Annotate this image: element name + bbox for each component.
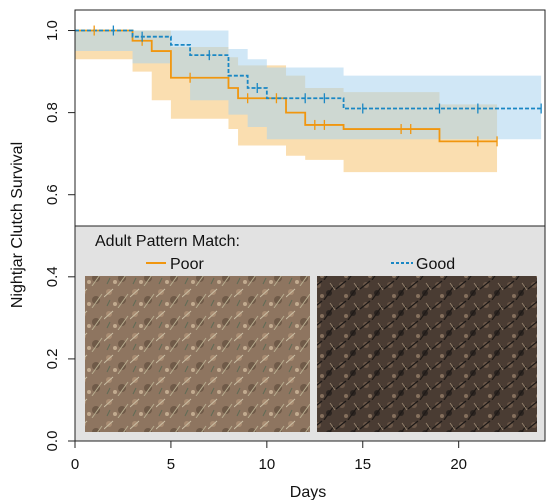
y-tick-label: 0.0 — [44, 431, 61, 452]
x-tick-label: 5 — [167, 456, 175, 473]
plot-frame — [74, 9, 546, 442]
censor-marks — [93, 25, 542, 147]
y-axis: 0.0 0.2 0.4 0.6 0.8 1.0 — [44, 20, 75, 451]
y-axis-label: Nightjar Clutch Survival — [9, 142, 26, 308]
legend: Adult Pattern Match: Poor Good — [95, 233, 455, 273]
x-tick-label: 20 — [450, 456, 467, 473]
legend-poor-label: Poor — [170, 256, 204, 273]
legend-title: Adult Pattern Match: — [95, 233, 240, 250]
y-tick-label: 0.4 — [44, 266, 61, 287]
ci-band-good — [75, 30, 542, 140]
confidence-bands — [75, 30, 542, 173]
y-tick-label: 0.2 — [44, 348, 61, 369]
y-tick-label: 0.8 — [44, 102, 61, 123]
good-match-nest-photo — [317, 276, 537, 432]
x-axis: 0 5 10 15 20 — [71, 441, 467, 473]
legend-good-label: Good — [416, 256, 455, 273]
y-tick-label: 0.6 — [44, 184, 61, 205]
x-tick-label: 15 — [354, 456, 371, 473]
y-tick-label: 1.0 — [44, 20, 61, 41]
survival-line-poor — [75, 29, 498, 143]
poor-match-nest-photo — [85, 276, 310, 432]
x-tick-label: 10 — [258, 456, 275, 473]
x-tick-label: 0 — [71, 456, 79, 473]
x-axis-label: Days — [290, 484, 326, 500]
nest-photos — [85, 276, 537, 432]
